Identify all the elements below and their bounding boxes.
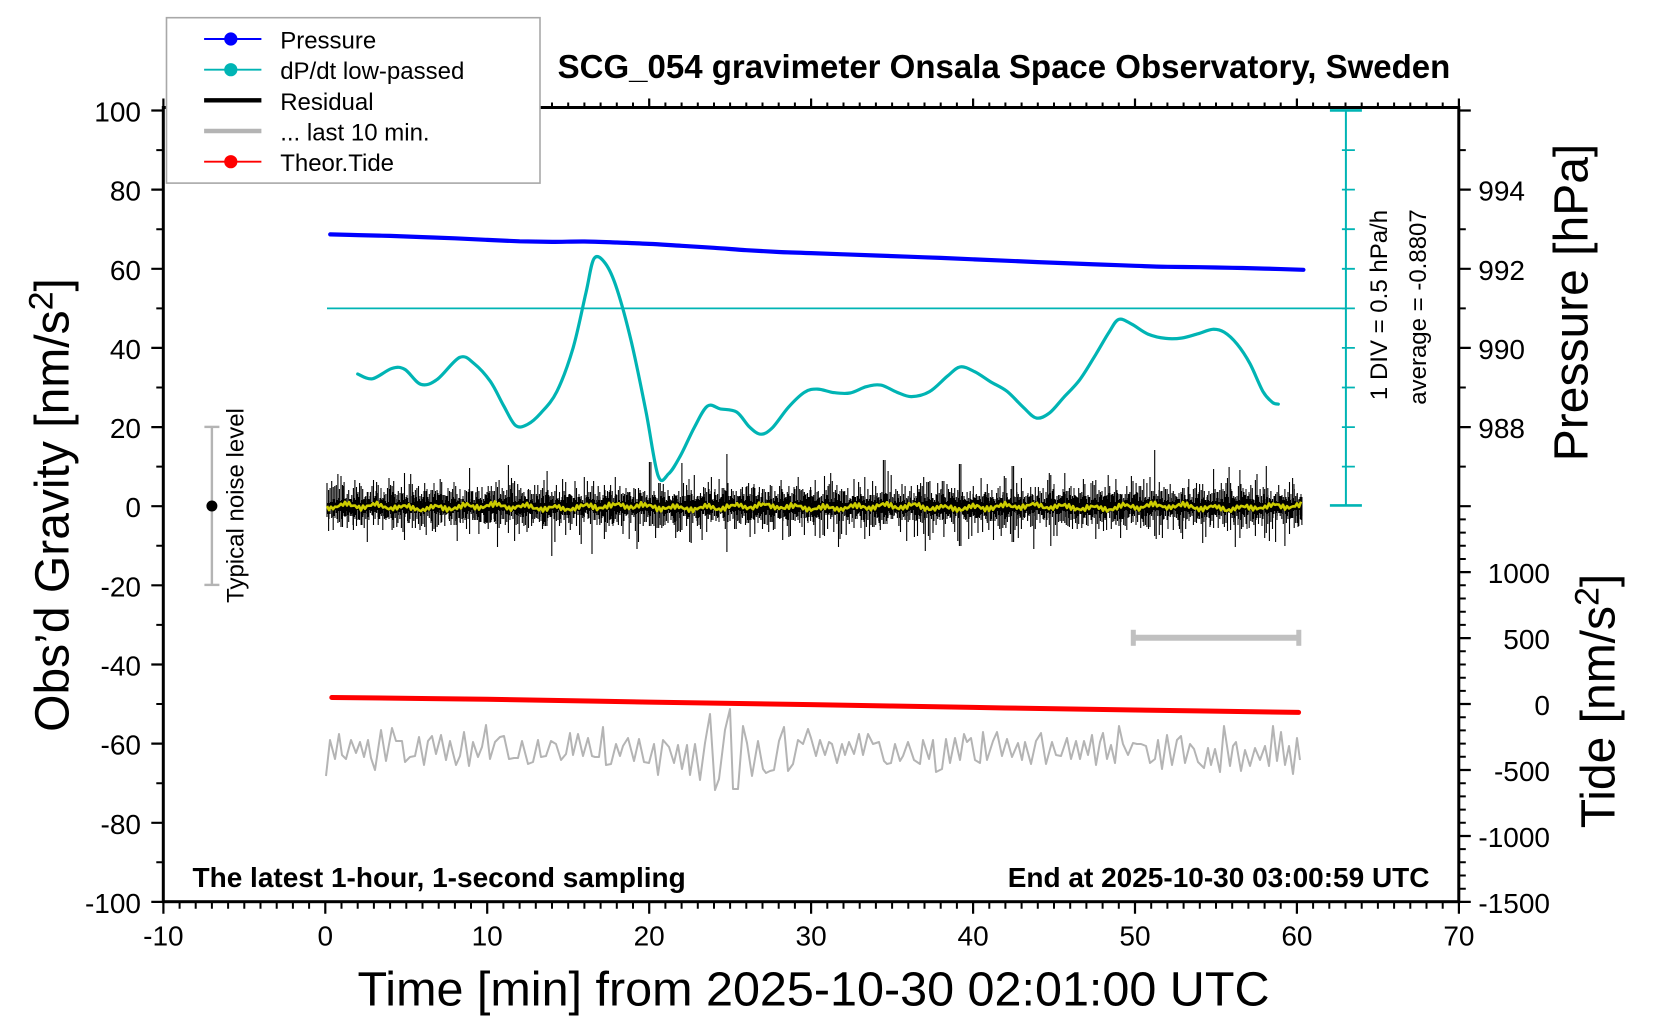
svg-text:20: 20 <box>634 921 665 952</box>
svg-text:-80: -80 <box>101 809 141 840</box>
svg-text:30: 30 <box>796 921 827 952</box>
svg-text:0: 0 <box>1534 690 1550 721</box>
svg-text:-10: -10 <box>143 921 183 952</box>
svg-text:Typical noise level: Typical noise level <box>223 408 250 603</box>
svg-text:Pressure [hPa]: Pressure [hPa] <box>1546 144 1599 461</box>
svg-text:-1000: -1000 <box>1478 822 1550 853</box>
svg-text:60: 60 <box>1281 921 1312 952</box>
svg-text:-100: -100 <box>85 888 141 919</box>
svg-text:40: 40 <box>958 921 989 952</box>
svg-text:-40: -40 <box>101 651 141 682</box>
svg-text:80: 80 <box>110 176 141 207</box>
svg-text:50: 50 <box>1119 921 1150 952</box>
svg-text:0: 0 <box>125 492 141 523</box>
svg-text:The latest 1-hour, 1-second sa: The latest 1-hour, 1-second sampling <box>193 862 686 893</box>
svg-text:-20: -20 <box>101 571 141 602</box>
svg-text:... last 10 min.: ... last 10 min. <box>280 120 429 147</box>
svg-text:1000: 1000 <box>1488 558 1550 589</box>
svg-text:Pressure: Pressure <box>280 28 376 55</box>
svg-text:Time [min] from 2025-10-30 02:: Time [min] from 2025-10-30 02:01:00 UTC <box>357 963 1269 1017</box>
svg-text:Obs’d Gravity [nm/s2]: Obs’d Gravity [nm/s2] <box>23 278 80 732</box>
svg-text:-60: -60 <box>101 730 141 761</box>
svg-text:-500: -500 <box>1494 756 1550 787</box>
svg-text:988: 988 <box>1478 413 1525 444</box>
svg-text:Theor.Tide: Theor.Tide <box>280 150 394 177</box>
svg-text:500: 500 <box>1503 624 1550 655</box>
svg-text:994: 994 <box>1478 176 1525 207</box>
svg-text:990: 990 <box>1478 334 1525 365</box>
svg-text:70: 70 <box>1443 921 1474 952</box>
svg-text:End at 2025-10-30 03:00:59 UTC: End at 2025-10-30 03:00:59 UTC <box>1008 862 1430 893</box>
svg-text:-1500: -1500 <box>1478 888 1550 919</box>
svg-text:40: 40 <box>110 334 141 365</box>
svg-text:0: 0 <box>318 921 334 952</box>
svg-text:1 DIV = 0.5 hPa/h: 1 DIV = 0.5 hPa/h <box>1366 210 1393 400</box>
svg-text:60: 60 <box>110 255 141 286</box>
svg-text:SCG_054 gravimeter Onsala Spac: SCG_054 gravimeter Onsala Space Observat… <box>558 48 1451 85</box>
svg-text:average = -0.8807: average = -0.8807 <box>1405 209 1432 404</box>
svg-text:10: 10 <box>472 921 503 952</box>
svg-text:dP/dt low-passed: dP/dt low-passed <box>280 58 464 85</box>
svg-text:Tide [nm/s2]: Tide [nm/s2] <box>1569 574 1626 829</box>
svg-text:992: 992 <box>1478 255 1525 286</box>
svg-text:Residual: Residual <box>280 89 373 116</box>
svg-text:20: 20 <box>110 413 141 444</box>
svg-text:100: 100 <box>94 97 141 128</box>
